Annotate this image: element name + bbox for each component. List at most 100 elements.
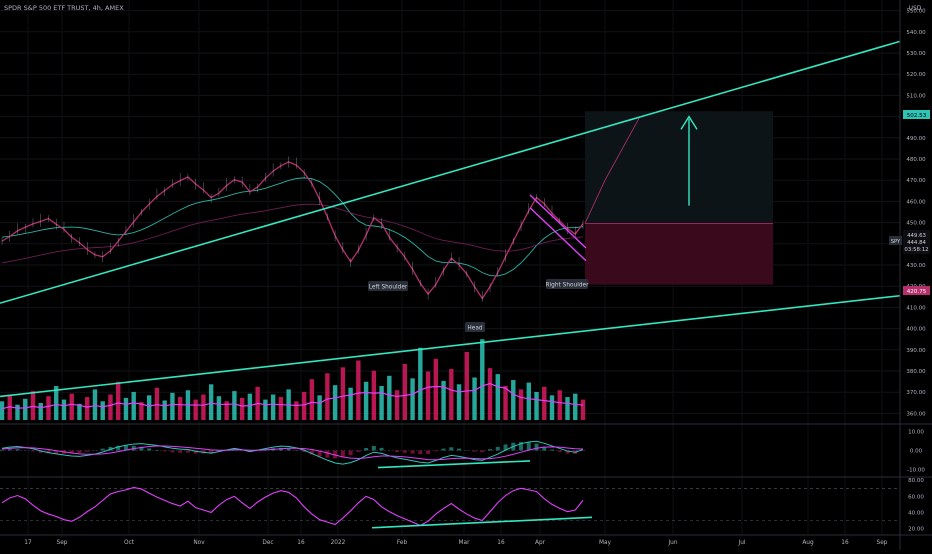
macd-histogram-bar [372,446,376,451]
volume-bar [302,392,306,420]
target-zone[interactable] [585,111,773,223]
macd-histogram-bar [147,448,151,450]
time-tick-label: 16 [497,540,505,546]
stop-zone[interactable] [585,223,773,284]
volume-bar [480,339,484,420]
volume-bar [70,394,74,420]
currency-label: USD [909,5,922,12]
time-tick-label: Apr [535,540,546,546]
symbol-title[interactable]: SPDR S&P 500 ETF TRUST, 4h, AMEX [4,4,124,12]
volume-bar [325,373,329,420]
macd-histogram-bar [8,449,12,450]
right-shoulder-label[interactable]: Right Shoulder [546,279,590,289]
volume-bar [542,387,546,420]
time-tick-label: 16 [297,540,305,546]
price-tick-label: 410.00 [906,305,926,311]
macd-histogram-bar [170,451,174,453]
price-tick-label: 430.00 [906,263,926,269]
volume-bar [534,392,538,420]
time-tick-label: Aug [802,540,814,546]
stop-price-text: 420.75 [907,289,927,295]
time-tick-label: 17 [24,540,32,546]
price-tick-label: 380.00 [906,369,926,375]
volume-bar [201,395,205,421]
macd-histogram-bar [155,450,159,451]
macd-histogram-bar [186,451,190,453]
volume-bar [379,386,383,420]
volume-bar [162,400,166,420]
volume-bar [356,361,360,421]
price-tick-label: 520.00 [906,72,926,78]
rsi-tick-label: 60.00 [908,494,924,500]
volume-bar [131,392,135,420]
macd-histogram-bar [31,451,35,452]
macd-histogram-bar [496,447,500,451]
volume-bar [193,400,197,420]
macd-histogram-bar [163,451,167,452]
head-text: Head [467,326,482,332]
price-tick-label: 490.00 [906,136,926,142]
price-tick-label: 450.00 [906,221,926,227]
macd-tick-label: 0.00 [910,449,923,455]
macd-histogram-bar [488,449,492,450]
volume-bar [310,379,314,420]
volume-bar [395,390,399,420]
volume-bar [573,394,577,420]
macd-histogram-bar [581,451,585,452]
macd-histogram-bar [403,451,407,453]
macd-histogram-bar [15,449,19,450]
rsi-tick-label: 80.00 [908,478,924,484]
time-tick-label: Jun [667,540,677,546]
price-tick-label: 480.00 [906,157,926,163]
rsi-tick-label: 40.00 [908,510,924,516]
volume-bar [496,374,500,420]
macd-histogram-bar [349,451,353,456]
macd-histogram-bar [101,449,105,451]
macd-histogram-bar [287,449,291,451]
volume-bar [511,380,515,420]
volume-bar [170,393,174,420]
macd-histogram-bar [418,451,422,455]
left-shoulder-label[interactable]: Left Shoulder [368,281,408,291]
volume-bar [279,397,283,420]
price-tick-label: 510.00 [906,93,926,99]
time-tick-label: Oct [124,540,135,546]
volume-bar [147,395,151,420]
macd-histogram-bar [558,451,562,452]
head-label[interactable]: Head [465,322,485,332]
volume-bar [341,367,345,420]
macd-histogram-bar [411,451,415,454]
volume-bar [217,396,221,420]
volume-bar [558,390,562,420]
macd-histogram-bar [550,450,554,451]
volume-bar [39,403,43,420]
price-tick-label: 390.00 [906,348,926,354]
macd-histogram-bar [434,451,438,452]
volume-bar [248,394,252,420]
time-tick-label: 16 [841,540,849,546]
time-tick-label: Nov [193,540,205,546]
volume-bar [426,372,430,420]
macd-histogram-bar [380,448,384,451]
time-tick-label: Mar [459,540,471,546]
volume-bar [457,384,461,420]
volume-bar [85,397,89,420]
macd-histogram-bar [426,451,430,454]
price-tick-label: 460.00 [906,199,926,205]
volume-bar [387,376,391,420]
ticker-badge[interactable]: SPY [889,236,902,245]
volume-bar [465,352,469,420]
zone-layer [585,111,773,284]
price-tick-label: 370.00 [906,390,926,396]
macd-histogram-bar [356,451,360,452]
volume-bar [232,391,236,420]
volume-bar [418,348,422,420]
macd-histogram-bar [395,451,399,453]
macd-histogram-bar [442,449,446,451]
stop-price-badge: 420.75 [903,286,930,295]
target-price-badge: 502.53 [903,110,930,119]
left-shoulder-text: Left Shoulder [369,285,408,291]
time-tick-label: Sep [877,540,888,546]
